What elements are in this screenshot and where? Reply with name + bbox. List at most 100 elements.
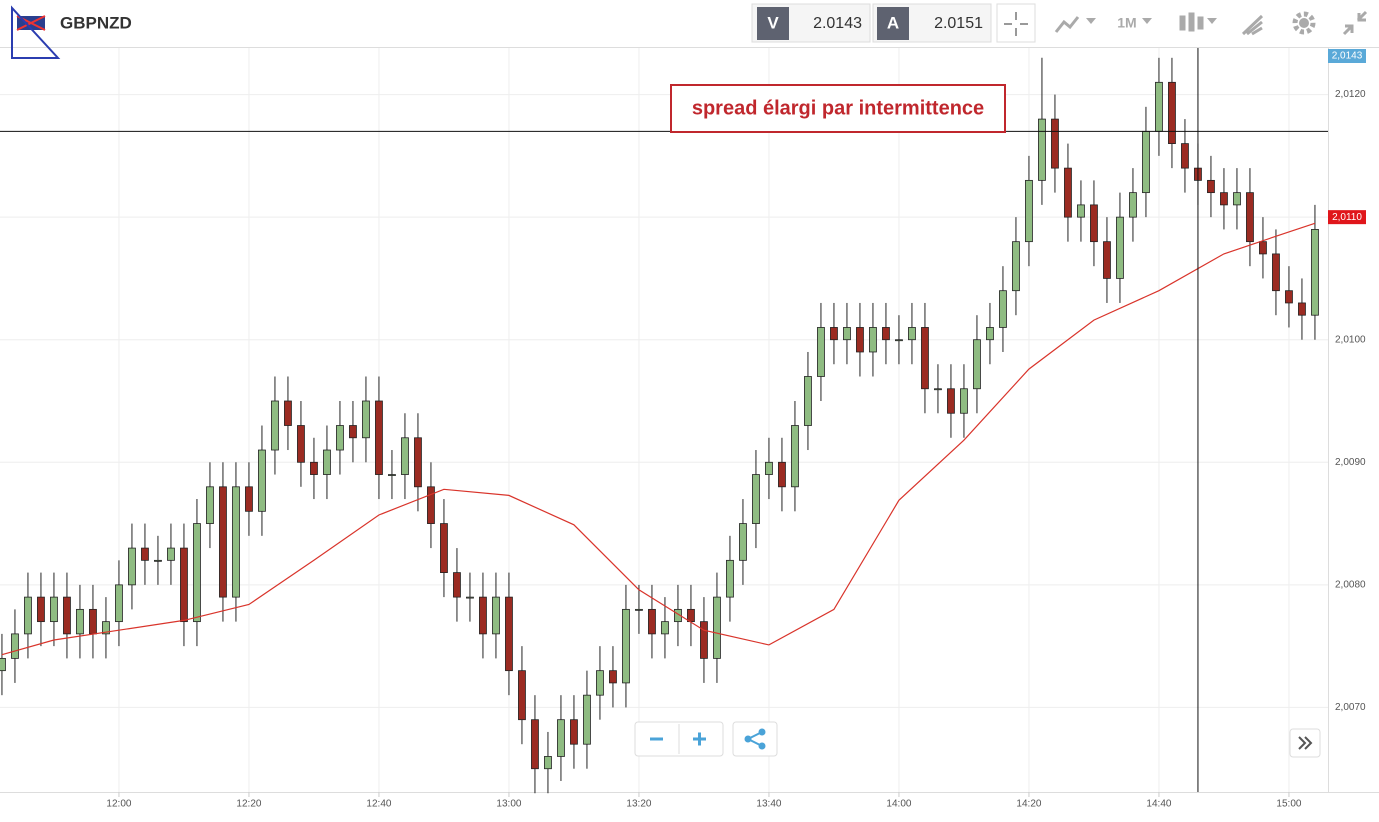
bid-tag: 2,0143 — [1332, 51, 1363, 62]
header-bar — [0, 0, 1379, 47]
price-tag: 2,0110 — [1332, 212, 1362, 223]
scroll-right[interactable] — [1289, 728, 1321, 758]
candle-body — [557, 719, 565, 757]
candle-body — [24, 596, 32, 635]
candle-body — [700, 621, 708, 659]
candle-body — [375, 400, 383, 475]
candle-body — [479, 596, 487, 635]
candle-body — [531, 719, 539, 770]
candle-body — [63, 596, 71, 635]
candle-body — [76, 608, 84, 635]
candle-body — [648, 608, 656, 635]
x-tick-label: 13:00 — [496, 799, 521, 810]
annotation: spread élargi par intermittence — [692, 97, 984, 119]
candle-tool[interactable] — [1179, 12, 1217, 32]
share[interactable] — [732, 721, 778, 757]
candle-body — [609, 670, 617, 684]
zoom-controls — [634, 721, 778, 757]
candle-body — [440, 523, 448, 573]
candle-body — [1025, 179, 1033, 243]
candle-body — [778, 461, 786, 488]
candle-body — [102, 621, 110, 635]
candle-body — [193, 523, 201, 623]
bid-price: 2.0143 — [813, 15, 862, 32]
candle-body — [232, 486, 240, 598]
fullscreen[interactable] — [1342, 10, 1368, 36]
candle-body — [141, 547, 149, 561]
candle-body — [1012, 241, 1020, 292]
candle-body — [0, 657, 6, 672]
candle-body — [362, 400, 370, 439]
candle-body — [882, 327, 890, 341]
candle-body — [661, 621, 669, 635]
candle-body — [973, 339, 981, 390]
candle-body — [11, 633, 19, 659]
candle-body — [388, 474, 396, 476]
x-tick-label: 14:40 — [1146, 799, 1171, 810]
candle-body — [804, 376, 812, 426]
x-tick-label: 12:40 — [366, 799, 391, 810]
candle-body — [791, 425, 799, 488]
candle-body — [622, 608, 630, 684]
candle-body — [1142, 130, 1150, 194]
candle-body — [1181, 143, 1189, 169]
candle-body — [817, 327, 825, 377]
settings-core — [1299, 18, 1309, 28]
candle-body — [687, 608, 695, 623]
candle-body — [1298, 302, 1306, 316]
candle-body — [115, 584, 123, 623]
candle-body — [297, 425, 305, 463]
candle-body — [674, 608, 682, 623]
price-tag-bg — [1328, 210, 1366, 225]
candle-body — [934, 388, 942, 391]
candle-body — [921, 327, 929, 390]
ask-badge — [877, 7, 909, 40]
candle-body — [414, 437, 422, 488]
x-tick-label: 13:40 — [756, 799, 781, 810]
candle-body — [271, 400, 279, 451]
candle-body — [1051, 118, 1059, 169]
x-tick-label: 15:00 — [1276, 799, 1301, 810]
candle-body — [1285, 290, 1293, 304]
zoom-in[interactable] — [693, 732, 706, 746]
candle-body — [492, 596, 500, 635]
candle-body — [908, 327, 916, 341]
draw-tool[interactable] — [1241, 14, 1264, 36]
candle-body — [1311, 229, 1319, 316]
candle-body — [427, 486, 435, 524]
candle-body — [180, 547, 188, 623]
candle-body — [986, 327, 994, 341]
timeframe[interactable]: 1M — [1117, 15, 1136, 31]
candle-body — [1259, 241, 1267, 255]
candle-body — [726, 559, 734, 598]
candle-body — [401, 437, 409, 475]
chart-type-tool[interactable] — [1054, 16, 1096, 33]
candle-body — [349, 425, 357, 439]
logo — [11, 5, 61, 59]
y-tick-label: 2,0120 — [1335, 89, 1366, 100]
candle-body — [947, 388, 955, 414]
x-tick-label: 14:00 — [886, 799, 911, 810]
candle-body — [1168, 81, 1176, 145]
crosshair-tool[interactable] — [996, 3, 1036, 43]
settings[interactable] — [1292, 11, 1316, 35]
timeframe-arrow — [1142, 18, 1152, 24]
x-tick-label: 12:20 — [236, 799, 261, 810]
candle-body — [960, 388, 968, 414]
candle-body — [635, 608, 643, 611]
x-tick-label: 13:20 — [626, 799, 651, 810]
candle-body — [258, 449, 266, 512]
candle-body — [583, 694, 591, 745]
candle-body — [50, 596, 58, 623]
symbol: GBPNZD — [60, 13, 132, 32]
candle-body — [765, 461, 773, 475]
candle-body — [1090, 204, 1098, 243]
candle-body — [570, 719, 578, 745]
candle-body — [89, 608, 97, 635]
candle-body — [310, 461, 318, 475]
ask-label: A — [887, 13, 899, 32]
candle-body — [739, 523, 747, 561]
candle-body — [869, 327, 877, 353]
candle-body — [856, 327, 864, 353]
